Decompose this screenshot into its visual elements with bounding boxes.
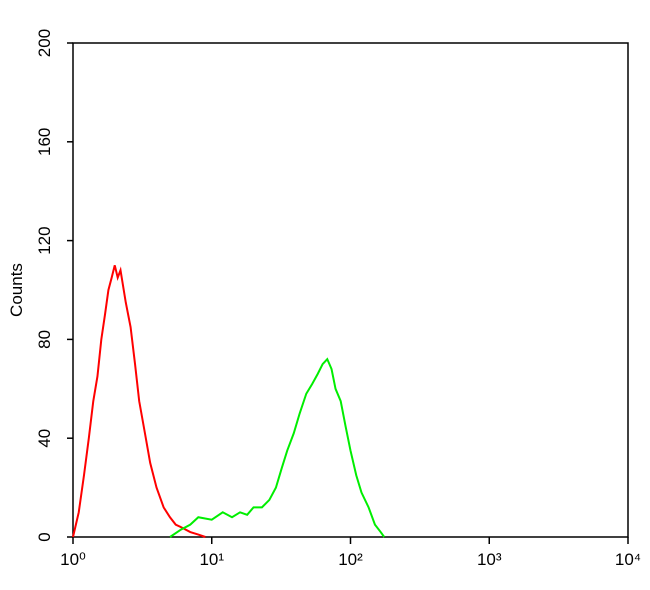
x-tick-label: 10⁴ (615, 550, 641, 569)
x-tick-label: 10¹ (199, 550, 224, 569)
y-tick-label: 120 (35, 226, 54, 254)
histogram-line (72, 265, 206, 538)
y-axis-label: Counts (7, 263, 26, 317)
x-tick-label: 10² (338, 550, 363, 569)
histogram-line (169, 357, 386, 538)
plot-frame (72, 42, 629, 538)
x-tick-label: 10³ (477, 550, 502, 569)
y-tick-label: 0 (35, 532, 54, 541)
y-tick-label: 160 (35, 128, 54, 156)
y-tick-label: 40 (35, 429, 54, 448)
x-tick-label: 10⁰ (60, 550, 86, 569)
y-tick-label: 200 (35, 29, 54, 57)
y-tick-label: 80 (35, 330, 54, 349)
